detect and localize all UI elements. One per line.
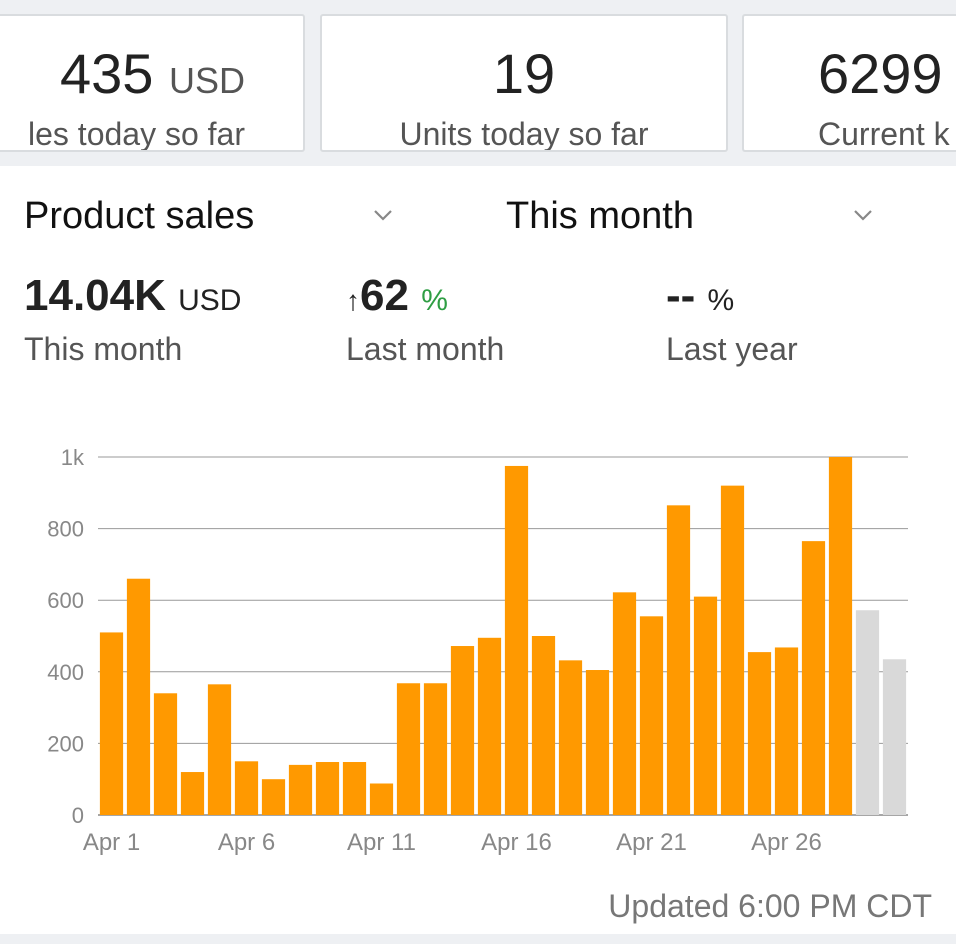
x-tick-label: Apr 1	[83, 829, 140, 856]
bar	[612, 592, 637, 815]
bar	[126, 578, 151, 815]
sales-panel: Product sales This month 14.04K USD This…	[0, 166, 956, 934]
metric-total-value: 14.04K USD	[24, 271, 242, 320]
bar	[828, 457, 853, 815]
metric-total: 14.04K USD This month	[24, 270, 241, 369]
y-tick-label: 400	[47, 660, 84, 685]
kpi-card-units-today[interactable]: 19 Units today so far	[320, 14, 728, 152]
metric-vs-last-year-value: -- %	[666, 271, 735, 320]
bar	[450, 646, 475, 815]
bar	[774, 647, 799, 815]
kpi-card-current-balance[interactable]: 6299 Current k	[742, 14, 956, 152]
bar	[639, 616, 664, 815]
chevron-down-icon[interactable]	[852, 204, 874, 226]
metric-selector[interactable]: Product sales	[24, 195, 255, 237]
x-tick-label: Apr 21	[616, 829, 687, 856]
kpi-value: 19	[492, 42, 556, 105]
bar	[261, 779, 286, 815]
bar	[315, 762, 340, 815]
metric-vs-last-year-label: Last year	[666, 331, 798, 367]
kpi-value: 435 USD	[59, 42, 245, 105]
bar	[423, 683, 448, 815]
daily-sales-bar-chart: 0 200 400 600 800 1k Apr 1 Apr 6 Apr 11 Apr 16 Apr…	[47, 445, 908, 856]
bar	[855, 610, 880, 815]
metric-vs-last-month-label: Last month	[346, 331, 505, 367]
metric-vs-last-year: -- % Last year	[666, 270, 798, 369]
bar	[369, 783, 394, 815]
bar	[558, 660, 583, 815]
metric-vs-last-month-value: ↑62 %	[346, 271, 448, 320]
kpi-strip: 435 USD les today so far 19 Units today …	[0, 0, 956, 166]
kpi-label: Units today so far	[399, 116, 649, 152]
y-tick-label: 800	[47, 517, 84, 542]
x-tick-label: Apr 16	[481, 829, 552, 856]
bar	[531, 636, 556, 815]
bar	[180, 772, 205, 815]
bar	[153, 693, 178, 815]
bar	[585, 670, 610, 815]
metric-total-label: This month	[24, 331, 183, 367]
bar	[99, 632, 124, 815]
bar	[234, 761, 259, 815]
bar	[882, 659, 907, 815]
bar	[477, 637, 502, 815]
kpi-value: 6299	[818, 42, 943, 105]
x-tick-label: Apr 11	[347, 829, 416, 856]
bar	[801, 541, 826, 815]
metric-vs-last-month: ↑62 % Last month	[346, 270, 504, 369]
x-tick-label: Apr 26	[751, 829, 822, 856]
x-tick-label: Apr 6	[218, 829, 275, 856]
updated-timestamp: Updated 6:00 PM CDT	[608, 888, 932, 924]
bar	[207, 684, 232, 815]
bar	[666, 505, 691, 815]
bar	[504, 465, 529, 815]
y-tick-label: 0	[72, 803, 84, 828]
y-tick-label: 1k	[61, 445, 85, 470]
bar	[693, 596, 718, 815]
y-tick-label: 200	[47, 731, 84, 756]
y-tick-label: 600	[47, 588, 84, 613]
kpi-label: Current k	[818, 116, 950, 152]
period-selector[interactable]: This month	[506, 195, 694, 237]
bar	[342, 762, 367, 815]
arrow-up-icon: ↑	[346, 285, 360, 316]
bar	[396, 683, 421, 815]
chevron-down-icon[interactable]	[372, 204, 394, 226]
kpi-label: les today so far	[28, 116, 245, 152]
bar	[288, 764, 313, 815]
bar	[747, 652, 772, 815]
kpi-card-sales-today[interactable]: 435 USD les today so far	[0, 14, 305, 152]
bar	[720, 485, 745, 815]
